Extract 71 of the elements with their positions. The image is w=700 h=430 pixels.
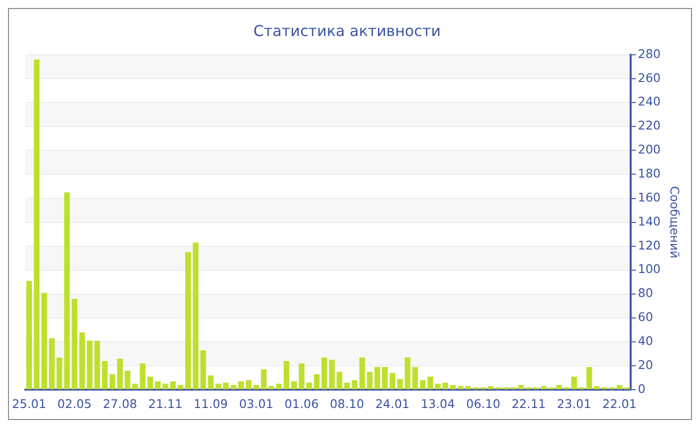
bar	[26, 280, 32, 390]
y-tick-label: 40	[638, 334, 654, 348]
bar	[518, 384, 524, 390]
bar	[110, 374, 116, 390]
y-tick-label: 0	[638, 382, 646, 396]
x-tick-label: 27.08	[102, 396, 138, 411]
bar	[260, 369, 267, 390]
y-tick-label: 180	[638, 166, 661, 181]
bar	[420, 380, 426, 390]
bar	[102, 361, 108, 390]
bar	[253, 384, 260, 390]
bar	[586, 367, 592, 390]
x-tick-label: 01.06	[284, 396, 319, 411]
y-tick-label: 280	[638, 46, 661, 61]
x-tick-label: 06.10	[466, 396, 500, 411]
x-tick-label: 03.01	[239, 396, 274, 411]
bar	[79, 332, 85, 390]
x-tick-label: 25.01	[12, 396, 46, 411]
x-tick-label: 08.10	[330, 396, 364, 411]
y-tick-label: 200	[638, 142, 661, 157]
chart-title: Статистика активности	[253, 22, 441, 40]
bar	[298, 363, 304, 390]
bar	[208, 375, 214, 390]
x-tick-label: 21.11	[148, 396, 182, 411]
x-tick-label: 02.05	[57, 396, 92, 411]
bar	[359, 357, 366, 390]
y-tick-label: 20	[638, 358, 654, 372]
bar	[34, 60, 40, 390]
bar	[412, 367, 418, 390]
bar	[200, 350, 206, 390]
bar	[366, 372, 373, 390]
bar	[41, 292, 48, 390]
bar	[306, 382, 312, 390]
bar	[56, 357, 62, 390]
bar	[48, 338, 55, 390]
y-tick-label: 260	[638, 70, 661, 85]
bar	[329, 360, 335, 390]
y-tick-label: 60	[638, 310, 654, 324]
y-tick-label: 80	[638, 286, 654, 300]
bar	[268, 386, 274, 390]
bar	[147, 376, 154, 390]
bar	[465, 386, 471, 390]
bar	[352, 380, 358, 390]
y-tick-label: 120	[638, 238, 661, 252]
bar	[154, 381, 161, 390]
x-tick-label: 13.04	[420, 396, 455, 411]
bar	[374, 367, 380, 390]
bar	[540, 386, 547, 390]
y-tick-label: 160	[638, 190, 661, 204]
x-tick-label: 22.11	[512, 396, 546, 411]
bar	[321, 357, 328, 390]
y-tick-label: 100	[638, 262, 661, 276]
bar	[382, 367, 388, 390]
bar	[314, 374, 320, 390]
bar	[192, 242, 198, 390]
bar	[86, 340, 93, 390]
bar	[571, 376, 577, 390]
bar	[94, 340, 100, 390]
x-tick-label: 11.09	[194, 396, 228, 411]
x-tick-label: 22.01	[602, 396, 637, 411]
x-tick-label: 24.01	[375, 396, 410, 411]
bar	[488, 386, 494, 390]
bar	[140, 363, 146, 390]
bar	[427, 376, 434, 390]
bar	[594, 386, 600, 390]
y-tick-label: 220	[638, 118, 661, 133]
y-tick-label: 240	[638, 94, 661, 109]
y-axis-title: Сообщений	[668, 186, 682, 258]
y-tick-label: 140	[638, 214, 661, 228]
x-tick-label: 23.01	[556, 396, 592, 411]
bar	[246, 380, 252, 390]
